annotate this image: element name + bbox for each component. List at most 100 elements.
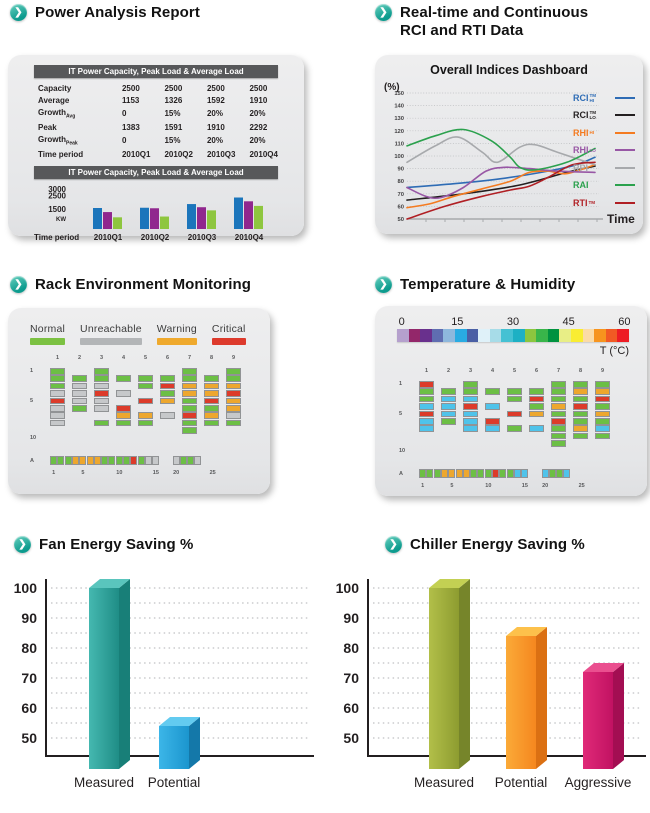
status-legend: Normal Unreachable Warning Critical [30,323,252,345]
legend-item-warning: Warning [156,323,197,345]
strip-cell [521,469,529,478]
bar-blue [140,208,149,230]
grid-cell [50,405,65,412]
grid-cell [441,410,456,418]
bar-side-face [189,717,200,769]
chiller-bar-chart: 100 90 80 70 60 50 Measured Potential Aggressive [336,579,646,790]
grid-cell [463,381,478,388]
bar-blue [234,197,243,230]
series-line-RPI [406,136,596,166]
grid-cell [72,390,87,397]
power-card: IT Power Capacity, Peak Load & Average L… [8,55,304,242]
grid-cell [160,382,175,390]
legend-label: Critical [211,323,246,335]
grid-col-header: 6 [165,355,170,361]
grid-col-header: 1 [55,355,60,361]
bar-top-face [583,663,624,672]
table-row: Time period 2010Q1 2010Q2 2010Q3 2010Q4 [38,148,292,160]
table-row: Capacity 2500 2500 2500 2500 [38,82,292,94]
bar-top-face [89,579,130,588]
grid-cell [419,410,434,418]
strip-cell [79,456,87,465]
grid-cell [507,395,522,403]
legend-item-RHI_LO: RHI LO [573,144,635,157]
bar-side-face [613,663,624,769]
bar-top-face [159,717,200,726]
grid-col-header: 2 [77,355,82,361]
strip-cell [93,456,101,465]
grid-cell [160,397,175,405]
strip-cell [448,469,456,478]
cell-value: 2500 [164,83,183,93]
y-tick-label: 90 [343,610,359,626]
legend-item-RCI_HI: RCI TM HI [573,91,635,104]
grid-cell [226,368,241,375]
strip-axis-label: 20 [542,483,549,489]
scale-color-block [559,329,571,342]
grid-cell [94,390,109,397]
strip-cell [484,469,492,478]
grid-cell [204,397,219,405]
y-tick-label: 130 [394,116,404,122]
grid-row-label: 5 [399,410,403,417]
grid-cell [595,432,610,440]
grid-cell [226,405,241,412]
series-line-RHI_HI [406,164,596,209]
strip-cell [462,469,470,478]
cell-value: 1910 [249,95,268,105]
grid-cell [573,388,588,395]
grid-cell [50,375,65,382]
y-tick-label: 70 [398,192,404,198]
page-title: Chiller Energy Saving % [410,536,585,553]
y-tick-label: 60 [398,204,404,210]
scale-tick-label: 30 [506,316,520,328]
cell-value: 1592 [206,95,225,105]
table-row: Average 1153 1326 1592 1910 [38,94,292,106]
y-tick-label: 70 [343,670,359,686]
grid-cell [529,388,544,395]
row-label: Capacity [38,83,72,93]
cell-value: 2010Q1 [121,149,151,159]
temperature-scale: 0 15 30 45 60 T (°C) [397,316,631,357]
panel-temperature: ❯ Temperature & Humidity 0 15 30 45 60 T (°C)… [328,276,650,528]
grid-cell [116,412,131,419]
indices-line-chart: 150 140 130 120 110 100 90 80 70 60 50 (%) Time [384,82,635,226]
scale-tick-labels: 0 15 30 45 60 [397,316,631,329]
grid-col-header: 5 [143,355,148,361]
bar-blue [93,208,102,230]
grid-cell [595,395,610,403]
grid-cell [182,419,197,427]
grid-col-header: 6 [534,368,539,374]
grid-cell [94,382,109,390]
legend-label: Warning [156,323,197,335]
chart-legend: RCI TM HI RCI TM LO RHI HI RHI LO RPI RAI RTI TM [573,91,635,209]
grid-cell [182,405,197,412]
grid-cell [419,403,434,410]
strip-axis-label: 1 [52,470,56,476]
grid-cell [485,418,500,425]
y-tick-label: 50 [21,730,37,746]
grid-cell [551,425,566,432]
grid-cell [72,382,87,390]
strip-cell [426,469,434,478]
bar-front-face [89,588,119,769]
grid-cell [551,432,566,440]
grid-cell [507,410,522,418]
x-tick-label: 2010Q3 [188,233,217,242]
grid-cell [50,397,65,405]
cell-value: 2500 [249,83,268,93]
bar-side-face [119,579,130,769]
strip-cell [433,469,441,478]
legend-line-sample [615,149,635,151]
cell-value: 20% [249,136,266,146]
cell-value: 1383 [121,122,140,132]
bar-green [113,217,122,230]
y-tick-label: 80 [343,640,359,656]
strip-cell [563,469,571,478]
grid-cell [441,388,456,395]
scale-color-block [454,329,467,342]
strip-axis-label: 1 [421,483,425,489]
y-tick-label: 2500 [48,192,66,201]
scale-color-block [547,329,560,342]
grid-cell [182,368,197,375]
